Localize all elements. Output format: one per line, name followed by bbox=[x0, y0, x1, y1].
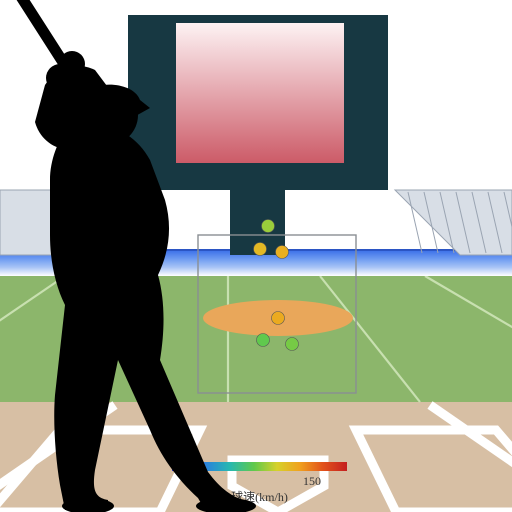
pitch-marker bbox=[257, 334, 270, 347]
pitch-location-chart: 100150球速(km/h) bbox=[0, 0, 512, 512]
pitch-marker bbox=[254, 243, 267, 256]
pitch-marker bbox=[276, 246, 289, 259]
pitch-marker bbox=[262, 220, 275, 233]
pitch-marker bbox=[286, 338, 299, 351]
pitch-marker bbox=[272, 312, 285, 325]
legend-tick-label: 150 bbox=[303, 474, 321, 488]
